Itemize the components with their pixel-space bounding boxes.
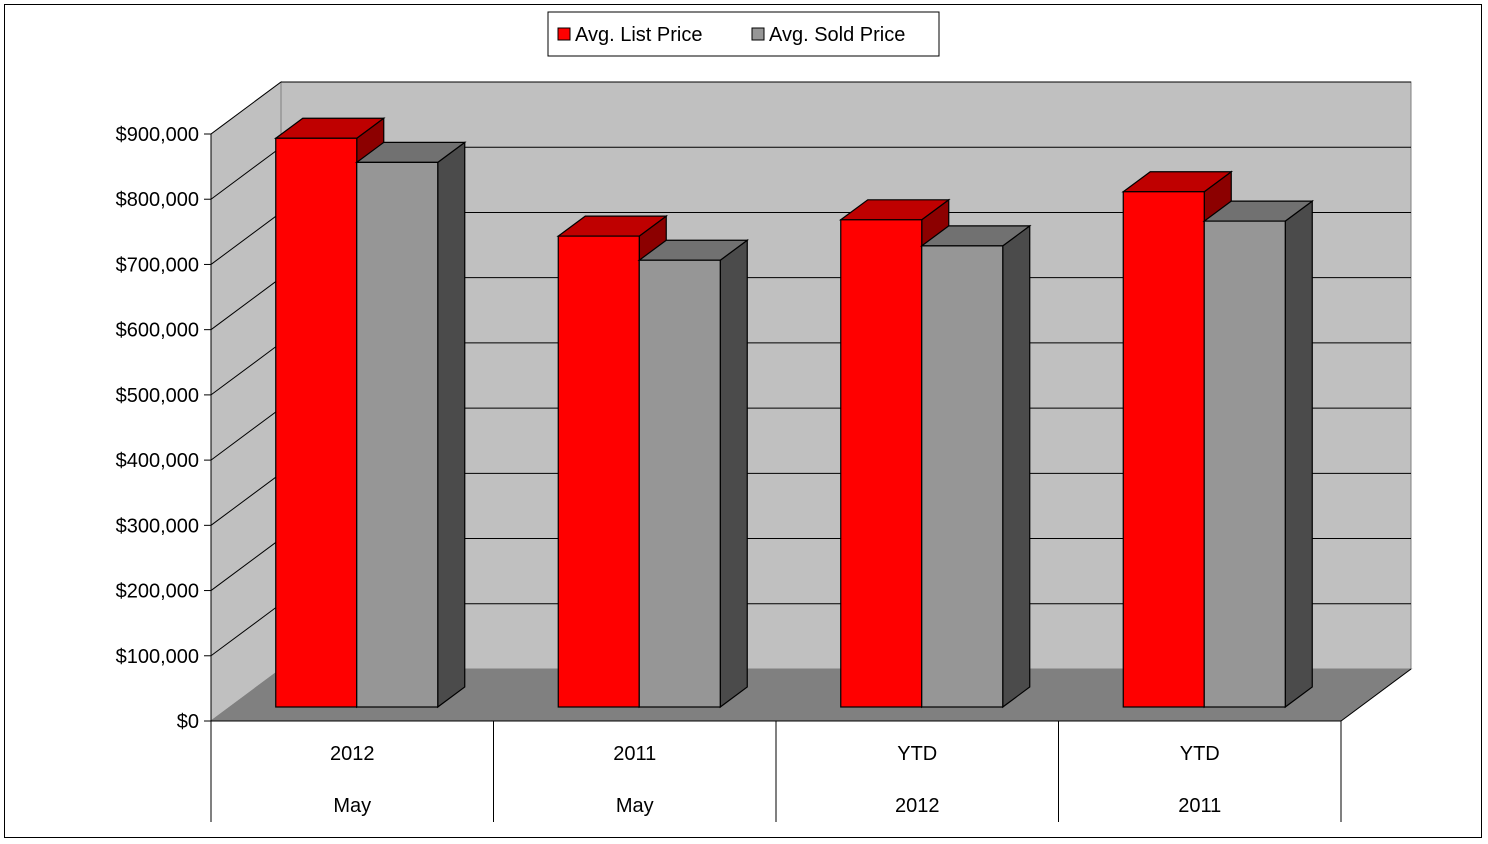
gridline-side <box>210 538 282 591</box>
y-tick-label: $300,000 <box>116 515 199 537</box>
gridline-side <box>210 277 282 331</box>
gridline-side <box>210 603 282 657</box>
x-tick-label: 2011 <box>613 743 656 765</box>
bar-side <box>1284 199 1313 709</box>
x-tick-label: YTD <box>897 743 937 765</box>
gridline-side <box>210 212 282 265</box>
y-tick-label: $100,000 <box>116 646 199 668</box>
bar-front <box>557 235 640 708</box>
bar-avg-sold-price-1 <box>637 239 750 709</box>
x-tick-label: 2012 <box>330 743 375 765</box>
bars <box>273 117 1315 709</box>
x-tick-label: 2011 <box>1178 795 1221 817</box>
bar-front <box>1203 220 1286 708</box>
legend: Avg. List Price Avg. Sold Price <box>547 11 940 57</box>
floor-edge <box>1340 668 1412 722</box>
legend-label: Avg. Sold Price <box>769 24 905 46</box>
bar-side <box>437 141 466 709</box>
x-tick-label: 2012 <box>895 795 940 817</box>
x-tick-label: YTD <box>1180 743 1220 765</box>
x-axis: 2012 May 2011 May YTD 2012 YTD 2011 <box>210 668 1412 822</box>
y-tick-label: $600,000 <box>116 320 199 342</box>
gridline-side <box>210 146 282 200</box>
bar-front <box>275 137 358 708</box>
y-tick-label: $400,000 <box>116 450 199 472</box>
bar-front <box>1122 191 1205 708</box>
side-wall <box>210 81 282 722</box>
legend-swatch <box>751 27 765 41</box>
y-tick-label: $800,000 <box>116 189 199 211</box>
gridline-side <box>210 81 282 135</box>
gridline-side <box>210 472 282 526</box>
y-axis: $0 $100,000 $200,000 $300,000 $400,000 $500,0… <box>116 124 212 733</box>
y-tick-label: $0 <box>177 711 199 733</box>
legend-swatch <box>557 27 571 41</box>
bar-front <box>356 161 439 708</box>
bar-side <box>1002 224 1031 709</box>
bar-avg-sold-price-2 <box>919 224 1032 709</box>
bar-front <box>921 245 1004 708</box>
bar-side <box>719 239 748 709</box>
legend-label: Avg. List Price <box>575 24 702 46</box>
gridline-side <box>210 342 282 396</box>
y-tick-label: $700,000 <box>116 254 199 276</box>
bar-front <box>638 259 721 708</box>
x-tick-label: May <box>616 795 654 817</box>
legend-box <box>547 11 940 57</box>
y-tick-label: $200,000 <box>116 581 199 603</box>
bar-front <box>840 219 923 708</box>
gridline-side <box>210 407 282 461</box>
x-tick-label: May <box>333 795 371 817</box>
bar-avg-sold-price-3 <box>1202 199 1315 709</box>
y-tick-label: $500,000 <box>116 385 199 407</box>
bar-avg-sold-price-0 <box>354 141 467 709</box>
y-tick-label: $900,000 <box>116 124 199 146</box>
